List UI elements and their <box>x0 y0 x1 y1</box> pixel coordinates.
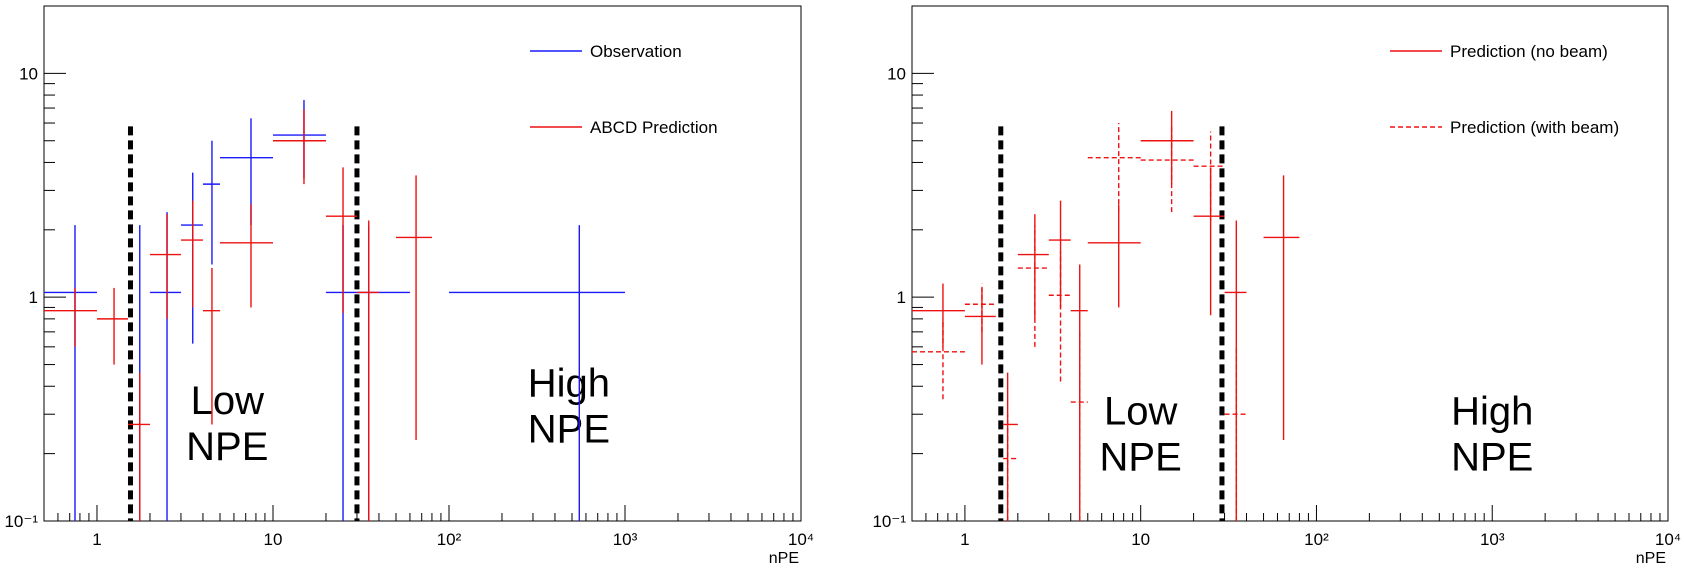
region-label-line: NPE <box>1451 435 1533 479</box>
y-tick-label: 1 <box>897 288 906 307</box>
region-label: Low NPE <box>1100 389 1182 479</box>
y-tick-label: 10⁻¹ <box>4 512 38 531</box>
x-tick-label: 10³ <box>613 530 638 549</box>
y-tick-label: 10 <box>19 64 38 83</box>
legend-label: Prediction (no beam) <box>1450 42 1608 61</box>
y-tick-label: 10 <box>887 64 906 83</box>
x-tick-label: 10⁴ <box>788 530 814 549</box>
series-2: ABCD Prediction <box>44 109 718 521</box>
x-tick-label: 1 <box>92 530 101 549</box>
x-tick-label: 10 <box>1131 530 1150 549</box>
x-tick-label: 1 <box>960 530 969 549</box>
plot-frame <box>43 5 802 522</box>
region-label: Low NPE <box>186 379 268 469</box>
legend-label: Observation <box>590 42 682 61</box>
region-label-line: NPE <box>1100 435 1182 479</box>
x-tick-label: 10 <box>264 530 283 549</box>
region-label-line: Low <box>191 379 264 423</box>
region-label-line: NPE <box>528 407 610 451</box>
plot-frame <box>911 5 1669 522</box>
x-tick-label: 10² <box>437 530 462 549</box>
x-axis-label: nPE <box>1636 550 1666 567</box>
series-1: Prediction (no beam) <box>912 42 1608 521</box>
x-axis-label: nPE <box>769 550 799 567</box>
series-2: Prediction (with beam) <box>912 118 1619 521</box>
legend-label: Prediction (with beam) <box>1450 118 1619 137</box>
region-label: High NPE <box>528 361 610 451</box>
region-label-line: Low <box>1104 389 1177 433</box>
region-label: High NPE <box>1451 389 1533 479</box>
x-tick-label: 10⁴ <box>1655 530 1681 549</box>
region-label-line: High <box>528 361 610 405</box>
region-label-line: High <box>1451 389 1533 433</box>
region-label-line: NPE <box>186 425 268 469</box>
x-tick-label: 10³ <box>1480 530 1505 549</box>
x-tick-label: 10² <box>1304 530 1329 549</box>
y-tick-label: 1 <box>29 288 38 307</box>
y-tick-label: 10⁻¹ <box>872 512 906 531</box>
legend-label: ABCD Prediction <box>590 118 718 137</box>
